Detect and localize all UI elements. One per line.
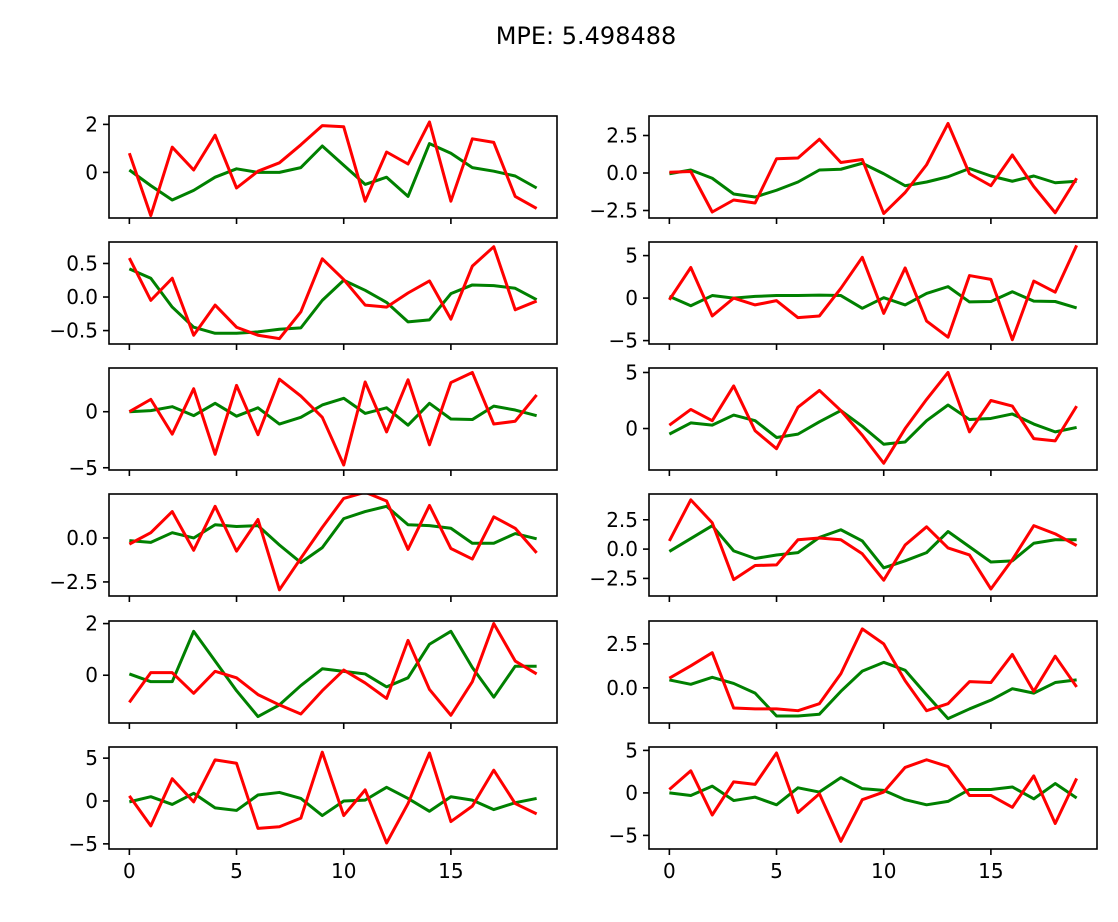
- subplot-2-2: 5 0 −5: [609, 241, 1098, 353]
- x-tick-label: 5: [230, 859, 243, 883]
- green-series-line: [668, 403, 1077, 446]
- red-series-line: [669, 122, 1078, 215]
- y-tick-label: 0: [625, 781, 638, 805]
- y-tick-label: 0: [85, 400, 98, 424]
- axes-frame: [108, 746, 558, 850]
- x-tick-label: 0: [663, 859, 676, 883]
- red-series-line: [668, 751, 1078, 843]
- axes-frame: [648, 620, 1098, 724]
- green-series-line: [129, 396, 538, 427]
- subplot-1-1: 02: [85, 112, 558, 224]
- green-series-line: [129, 504, 537, 565]
- subplot-5-1: 20: [85, 612, 558, 729]
- red-series-line: [128, 750, 538, 845]
- y-tick-label: −2.5: [589, 566, 638, 590]
- green-series-line: [128, 142, 538, 202]
- y-tick-label: 2: [85, 612, 98, 636]
- red-series-line: [668, 627, 1078, 713]
- green-series-line: [669, 776, 1078, 807]
- x-tick-label: 10: [871, 859, 896, 883]
- red-series-line: [127, 120, 538, 218]
- subplot-2-1: 0.5 0.0 −0.5: [49, 241, 558, 350]
- y-tick-label: −5: [609, 823, 638, 847]
- y-tick-label: −2.5: [589, 199, 638, 223]
- axes-frame: [648, 493, 1098, 597]
- axes-frame: [648, 367, 1098, 471]
- red-series-line: [668, 498, 1078, 591]
- y-tick-label: −2.5: [49, 570, 98, 594]
- axes-frame: [108, 620, 558, 724]
- y-tick-label: −0.5: [49, 319, 98, 343]
- red-series-line: [668, 370, 1078, 465]
- red-series-line: [128, 622, 538, 717]
- y-tick-label: 0.0: [66, 285, 98, 309]
- y-tick-label: −5: [69, 456, 98, 480]
- subplot-5-2: 2.5 0.0: [606, 620, 1098, 729]
- y-tick-label: 2.5: [606, 124, 638, 148]
- red-series-line: [128, 245, 538, 341]
- subplot-1-2: 2.5 0.0 −2.5: [589, 115, 1098, 224]
- y-tick-label: 5: [625, 738, 638, 762]
- x-tick-label: 5: [770, 859, 783, 883]
- x-tick-label: 10: [331, 859, 356, 883]
- red-series-line: [668, 244, 1079, 342]
- y-tick-label: 5: [625, 244, 638, 268]
- green-series-line: [128, 629, 537, 719]
- axes-frame: [108, 241, 558, 345]
- y-tick-label: 0.0: [606, 537, 638, 561]
- axes-frame: [108, 367, 558, 471]
- y-tick-label: 5: [85, 746, 98, 770]
- y-tick-label: −5: [69, 832, 98, 856]
- y-tick-label: −5: [609, 329, 638, 353]
- x-tick-label: 15: [438, 859, 463, 883]
- y-tick-label: 0.0: [66, 526, 98, 550]
- y-tick-label: 2.5: [606, 508, 638, 532]
- subplot-4-2: 2.5 0.0 −2.5: [589, 493, 1098, 602]
- subplot-6-1: 5 0 −5 0 5 10 15: [69, 746, 558, 883]
- red-series-line: [128, 494, 538, 592]
- subplot-4-1: 0.0 −2.5: [49, 493, 558, 602]
- green-series-line: [669, 660, 1077, 721]
- axes-frame: [648, 241, 1098, 345]
- y-tick-label: 0: [625, 417, 638, 441]
- red-series-line: [128, 370, 538, 467]
- y-tick-label: 5: [625, 360, 638, 384]
- y-tick-label: 2: [85, 112, 98, 136]
- x-tick-label: 15: [978, 859, 1003, 883]
- green-series-line: [669, 161, 1077, 199]
- green-series-line: [668, 285, 1078, 310]
- axes-frame: [648, 115, 1098, 219]
- axes-frame: [648, 746, 1098, 850]
- y-tick-label: 2.5: [606, 632, 638, 656]
- figure-title: MPE: 5.498488: [496, 22, 677, 50]
- axes-frame: [108, 493, 558, 597]
- subplot-3-2: 50: [625, 360, 1098, 476]
- y-tick-label: 0.5: [66, 251, 98, 275]
- y-tick-label: 0.0: [606, 161, 638, 185]
- y-tick-label: 0: [85, 789, 98, 813]
- y-tick-label: 0: [625, 286, 638, 310]
- axes-frame: [108, 115, 558, 219]
- x-tick-label: 0: [123, 859, 136, 883]
- y-tick-label: 0.0: [606, 676, 638, 700]
- subplot-3-1: 0 −5: [69, 367, 558, 480]
- subplot-grid: 02 2.50.0−2.50.50.0−0.550−50−5500.0−2.52.…: [49, 112, 1098, 883]
- green-series-line: [668, 524, 1077, 570]
- subplot-6-2: 5 0 −5 0 5 10 15: [609, 738, 1098, 883]
- y-tick-label: 0: [85, 160, 98, 184]
- y-tick-label: 0: [85, 663, 98, 687]
